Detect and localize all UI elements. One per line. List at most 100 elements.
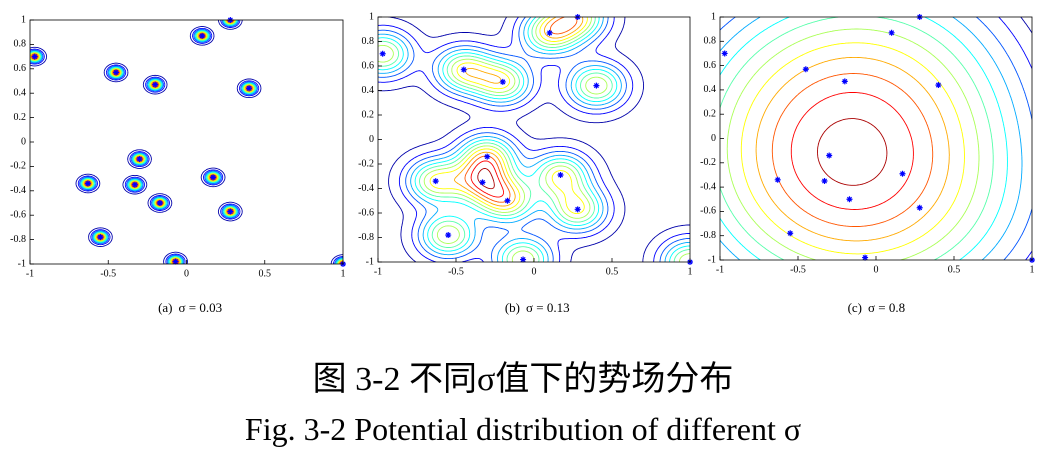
y-tick-label: -1 <box>708 254 716 265</box>
contour-line <box>378 17 690 262</box>
contour-line <box>30 20 343 264</box>
y-tick-label: -0.2 <box>700 157 716 168</box>
data-point <box>227 208 234 215</box>
contours <box>30 20 343 264</box>
figure-caption-cn: 图 3-2 不同σ值下的势场分布 <box>313 360 734 398</box>
x-tick-label: -1 <box>716 264 724 275</box>
contour-line <box>30 20 343 264</box>
contour-line <box>31 20 343 264</box>
contour-line <box>477 168 495 190</box>
data-point <box>131 181 138 188</box>
y-tick-label: -0.8 <box>700 230 716 241</box>
panel-label: (a) <box>158 300 172 315</box>
contour-line <box>378 17 690 262</box>
x-tick-label: 1 <box>1030 264 1035 275</box>
y-tick-label: 0 <box>711 133 716 144</box>
contour-line <box>740 42 965 255</box>
data-point <box>593 82 600 89</box>
y-tick-label: 0.6 <box>362 60 375 71</box>
sigma-label: σ = 0.03 <box>179 300 223 315</box>
contour-line <box>30 20 343 264</box>
contour-line <box>33 20 343 264</box>
x-tick-label: -0.5 <box>790 264 806 275</box>
data-point <box>888 29 895 36</box>
data-point <box>574 206 581 213</box>
contour-line <box>790 92 914 210</box>
data-point <box>460 66 467 73</box>
contour-line <box>817 118 888 186</box>
y-tick-label: 0.8 <box>14 39 27 50</box>
sigma-label: σ = 0.13 <box>526 300 570 315</box>
x-tick-label: -1 <box>374 266 382 277</box>
x-tick-label: -0.5 <box>100 268 116 279</box>
figure-caption-en: Fig. 3-2 Potential distribution of diffe… <box>245 411 801 447</box>
y-tick-label: -0.6 <box>358 207 374 218</box>
data-point <box>774 176 781 183</box>
y-tick-label: 0.2 <box>362 109 375 120</box>
contour-line <box>726 28 980 260</box>
plot-frame <box>377 16 691 263</box>
y-tick-label: -0.8 <box>358 232 374 243</box>
contours <box>378 17 690 262</box>
y-tick-label: 0.4 <box>362 85 375 96</box>
data-point <box>84 180 91 187</box>
data-point <box>172 258 179 265</box>
data-point <box>862 254 869 261</box>
panel-label: (c) <box>848 300 862 315</box>
contour-line <box>998 17 1032 260</box>
contour-line <box>378 17 690 262</box>
data-point <box>899 170 906 177</box>
contour-line <box>771 73 934 227</box>
contour-line <box>30 20 343 264</box>
contour-line <box>378 17 690 262</box>
contours <box>720 17 1032 260</box>
data-point <box>113 69 120 76</box>
contour-line <box>720 17 994 260</box>
x-tick-label: 1 <box>688 266 693 277</box>
panel: -1 -0.5 0 0.5 1 -1 -0.8 -0.6 -0.4 -0.2 0 0.2 0.4 0.6 0… <box>10 14 346 315</box>
contour-line <box>453 17 584 207</box>
data-point <box>152 81 159 88</box>
y-tick-label: 0.2 <box>704 108 717 119</box>
data-point <box>210 174 217 181</box>
data-point <box>31 53 38 60</box>
y-tick-label: -0.6 <box>10 209 26 220</box>
y-tick-label: 0.6 <box>704 60 717 71</box>
y-tick-label: -0.4 <box>10 185 26 196</box>
x-tick-label: 0.5 <box>259 268 272 279</box>
y-tick-label: 1 <box>711 11 716 22</box>
data-point <box>499 78 506 85</box>
contour-line <box>720 17 1032 260</box>
data-point <box>826 152 833 159</box>
contour-line <box>378 17 690 262</box>
x-tick-label: 0 <box>184 268 189 279</box>
data-point <box>504 197 511 204</box>
contour-line <box>30 20 343 264</box>
y-tick-label: 0.4 <box>704 84 717 95</box>
data-point <box>787 230 794 237</box>
x-tick-label: 1 <box>341 268 346 279</box>
sigma-label: σ = 0.8 <box>868 300 905 315</box>
plot-frame <box>29 19 344 265</box>
y-tick-label: 0.8 <box>362 36 375 47</box>
y-tick-label: -0.2 <box>10 161 26 172</box>
data-point <box>445 232 452 239</box>
contour-line <box>378 17 690 262</box>
x-tick-label: 0 <box>532 266 537 277</box>
contour-line <box>378 17 690 262</box>
panel: -1 -0.5 0 0.5 1 -1 -0.8 -0.6 -0.4 -0.2 0 0.2 0.4 0.6 0… <box>700 11 1035 315</box>
data-point <box>841 78 848 85</box>
contour-line <box>30 20 343 264</box>
contour-line <box>720 17 1008 260</box>
y-tick-label: -0.4 <box>358 183 374 194</box>
y-tick-label: 1 <box>21 14 26 25</box>
data-point <box>935 82 942 89</box>
contour-line <box>720 17 1023 260</box>
y-tick-label: -0.8 <box>10 234 26 245</box>
y-tick-label: -0.4 <box>700 181 716 192</box>
y-tick-label: 0.4 <box>14 87 27 98</box>
data-point <box>246 85 253 92</box>
y-tick-label: -0.6 <box>700 206 716 217</box>
data-point <box>520 256 527 263</box>
